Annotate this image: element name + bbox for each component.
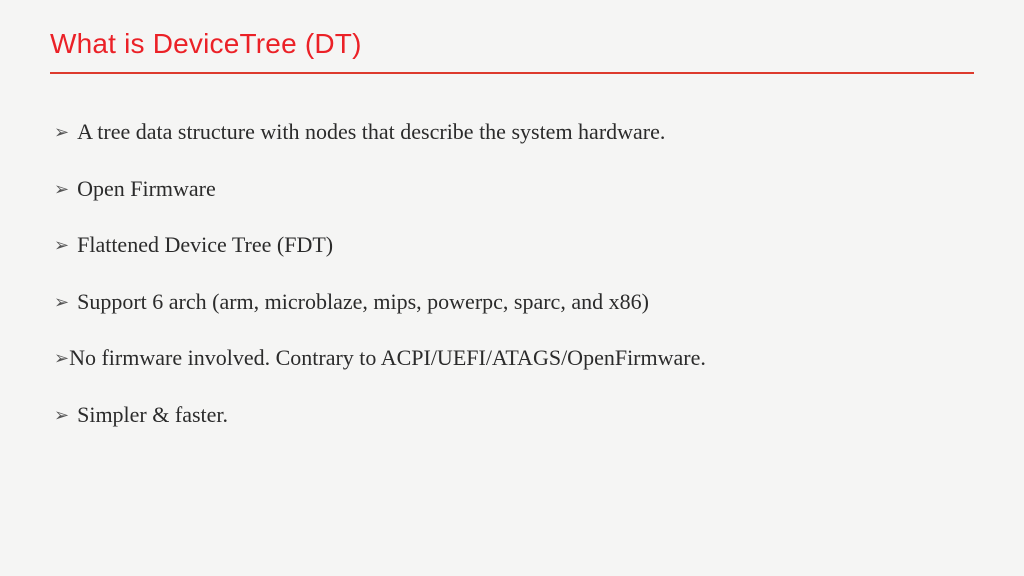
- bullet-marker-icon: ➢: [54, 347, 69, 370]
- bullet-item: ➢ Support 6 arch (arm, microblaze, mips, …: [54, 288, 974, 317]
- bullet-marker-icon: ➢: [54, 291, 69, 314]
- bullet-text: A tree data structure with nodes that de…: [77, 118, 974, 147]
- bullet-text: Simpler & faster.: [77, 401, 974, 430]
- bullet-item: ➢ A tree data structure with nodes that d…: [54, 118, 974, 147]
- slide-title: What is DeviceTree (DT): [50, 28, 974, 60]
- bullet-list: ➢ A tree data structure with nodes that d…: [50, 118, 974, 430]
- bullet-marker-icon: ➢: [54, 121, 69, 144]
- bullet-text: Support 6 arch (arm, microblaze, mips, p…: [77, 288, 974, 317]
- bullet-item: ➢No firmware involved. Contrary to ACPI/…: [54, 344, 974, 373]
- bullet-text: Flattened Device Tree (FDT): [77, 231, 974, 260]
- bullet-text: No firmware involved. Contrary to ACPI/U…: [69, 344, 974, 373]
- bullet-item: ➢ Simpler & faster.: [54, 401, 974, 430]
- bullet-marker-icon: ➢: [54, 178, 69, 201]
- bullet-marker-icon: ➢: [54, 234, 69, 257]
- title-underline-rule: [50, 72, 974, 74]
- bullet-marker-icon: ➢: [54, 404, 69, 427]
- bullet-text: Open Firmware: [77, 175, 974, 204]
- bullet-item: ➢ Flattened Device Tree (FDT): [54, 231, 974, 260]
- slide: What is DeviceTree (DT) ➢ A tree data str…: [0, 0, 1024, 576]
- bullet-item: ➢ Open Firmware: [54, 175, 974, 204]
